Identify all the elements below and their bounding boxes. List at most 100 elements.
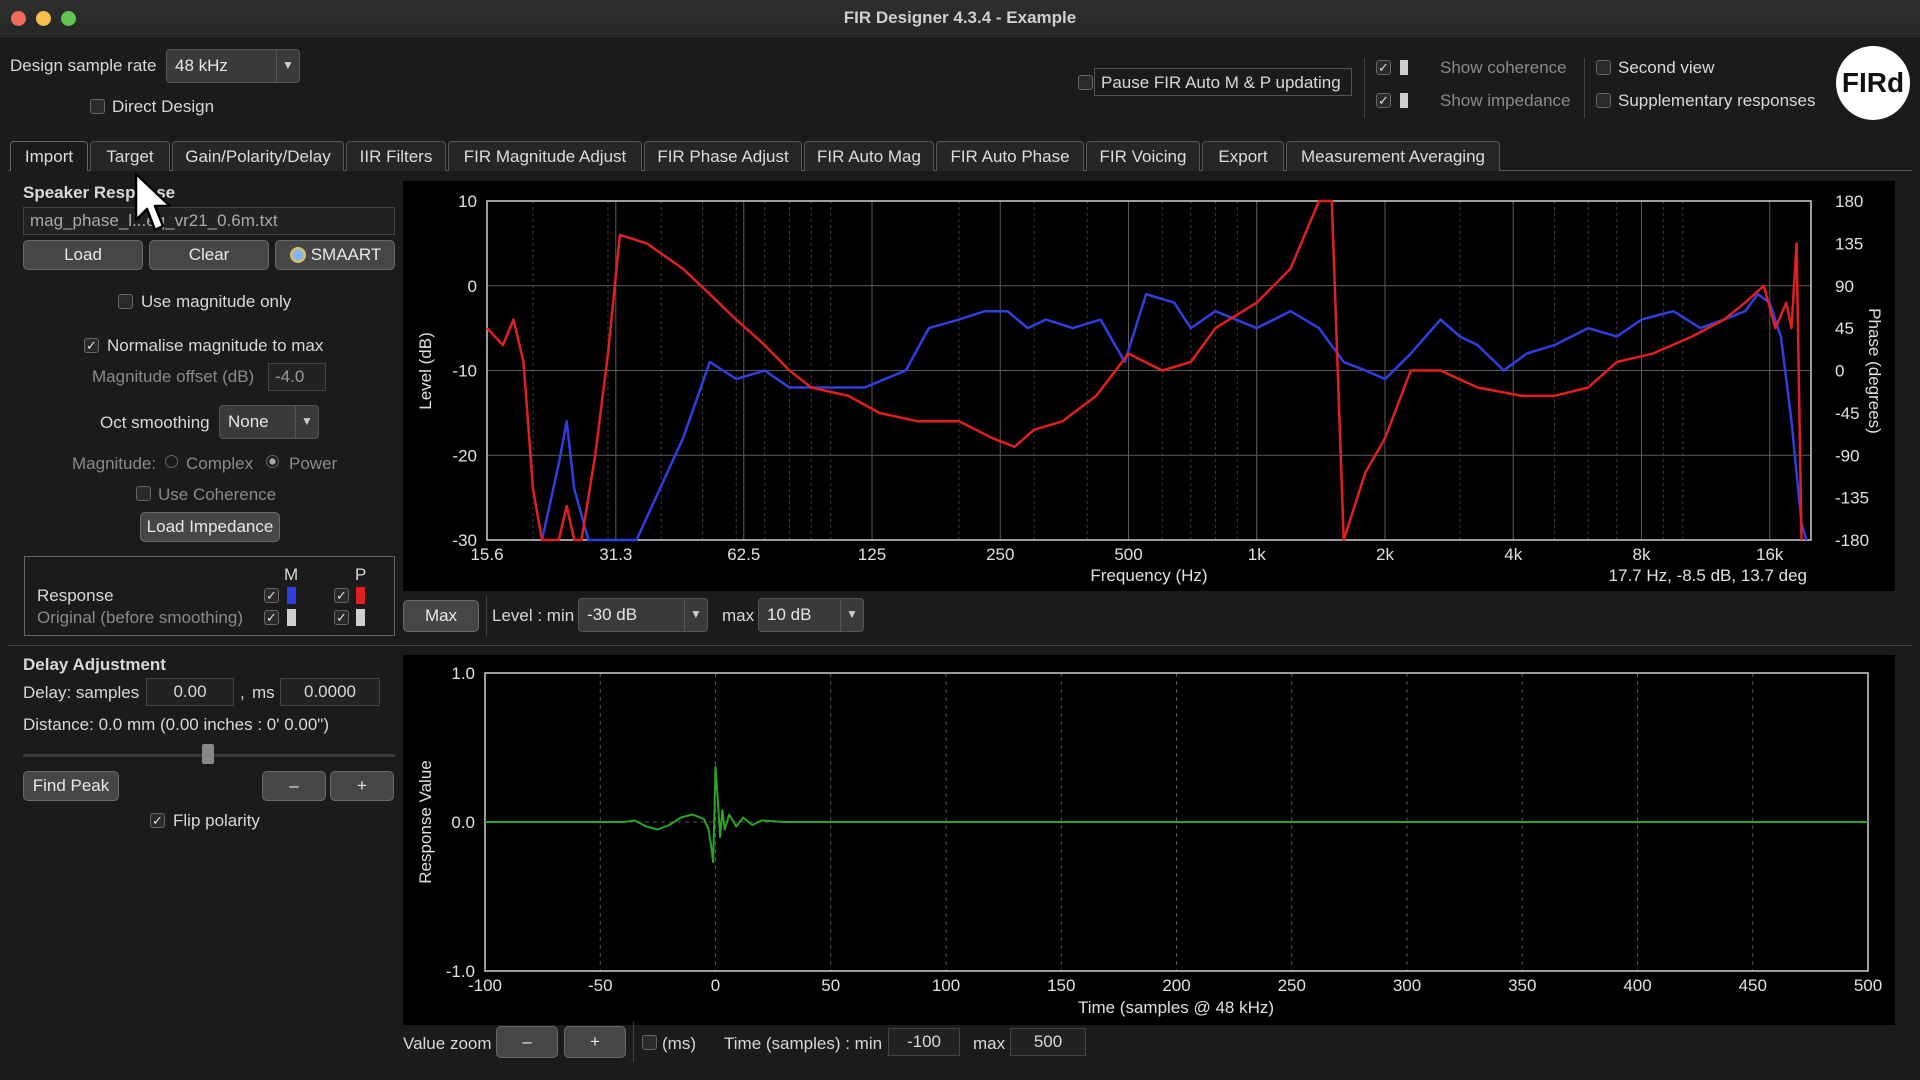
find-peak-button[interactable]: Find Peak: [23, 771, 119, 801]
magnitude-mode-label: Magnitude:: [72, 454, 157, 473]
impulse-response-chart[interactable]: -100 -50 0 50 100 150 200 250 300 350 400 450 500 1.0…: [403, 655, 1895, 1025]
frequency-grid: [486, 200, 1812, 541]
x-tick-label: 31.3: [599, 545, 632, 564]
tab-export[interactable]: Export: [1202, 141, 1284, 171]
ms-label: (ms): [662, 1034, 696, 1053]
impedance-color-swatch: [1400, 93, 1408, 108]
phase-tick-label: -135: [1835, 489, 1869, 508]
y-tick-label: 1.0: [451, 664, 475, 683]
tab-iir-filters[interactable]: IIR Filters: [346, 141, 446, 171]
close-window-button[interactable]: [11, 11, 26, 26]
level-max-label: max: [722, 606, 755, 625]
filename-field[interactable]: mag_phase_l...eq_vr21_0.6m.txt: [23, 207, 395, 235]
pause-fir-checkbox[interactable]: [1078, 75, 1093, 90]
normalise-label: Normalise magnitude to max: [107, 336, 324, 355]
delay-slider-handle[interactable]: [202, 744, 214, 764]
legend-p-header: P: [355, 565, 367, 584]
tab-fir-magnitude-adjust[interactable]: FIR Magnitude Adjust: [448, 141, 642, 171]
tab-fir-auto-mag[interactable]: FIR Auto Mag: [804, 141, 934, 171]
response-m-checkbox[interactable]: ✓: [264, 588, 279, 603]
x-tick-label: 400: [1623, 976, 1651, 995]
x-tick-label: 500: [1114, 545, 1142, 564]
magnitude-offset-field[interactable]: -4.0: [268, 363, 326, 391]
divider: [1584, 58, 1585, 118]
zoom-window-button[interactable]: [61, 11, 76, 26]
tab-import[interactable]: Import: [10, 141, 88, 171]
x-tick-label: 125: [858, 545, 886, 564]
response-legend-label: Response: [37, 586, 114, 605]
tab-measurement-averaging[interactable]: Measurement Averaging: [1286, 141, 1500, 171]
use-magnitude-only-checkbox[interactable]: [118, 294, 133, 309]
power-radio[interactable]: [266, 455, 279, 468]
tab-target[interactable]: Target: [90, 141, 170, 171]
oct-smoothing-select[interactable]: None ▼: [219, 405, 319, 439]
time-max-field[interactable]: 500: [1010, 1028, 1086, 1056]
tab-fir-voicing[interactable]: FIR Voicing: [1086, 141, 1200, 171]
tab-gain-polarity-delay[interactable]: Gain/Polarity/Delay: [172, 141, 344, 171]
response-m-swatch: [287, 587, 296, 604]
zoom-minus-button[interactable]: –: [496, 1026, 558, 1058]
time-min-label: Time (samples) : min: [724, 1034, 883, 1053]
second-view-label: Second view: [1618, 58, 1715, 77]
second-view-checkbox[interactable]: [1596, 60, 1611, 75]
show-impedance-checkbox[interactable]: ✓: [1376, 93, 1391, 108]
chevron-down-icon: ▼: [684, 599, 707, 631]
mouse-cursor-icon: [134, 172, 172, 232]
response-p-checkbox[interactable]: ✓: [334, 588, 349, 603]
time-min-field[interactable]: -100: [888, 1028, 960, 1056]
level-max-value: 10 dB: [767, 605, 812, 624]
show-coherence-checkbox[interactable]: ✓: [1376, 60, 1391, 75]
smaart-icon: [290, 247, 306, 263]
y-tick-label: -20: [452, 446, 477, 465]
x-tick-label: 350: [1508, 976, 1536, 995]
original-p-checkbox[interactable]: ✓: [334, 610, 349, 625]
use-coherence-checkbox[interactable]: [136, 486, 151, 501]
load-impedance-button[interactable]: Load Impedance: [140, 512, 280, 542]
ms-checkbox[interactable]: [642, 1035, 657, 1050]
normalise-checkbox[interactable]: ✓: [84, 338, 99, 353]
section-divider: [8, 645, 1912, 646]
y-tick-label: -1.0: [446, 962, 475, 981]
complex-radio[interactable]: [165, 455, 178, 468]
minimize-window-button[interactable]: [36, 11, 51, 26]
delay-samples-field[interactable]: 0.00: [146, 678, 234, 706]
sample-rate-select[interactable]: 48 kHz ▼: [166, 49, 300, 83]
zoom-plus-button[interactable]: +: [564, 1026, 626, 1058]
tab-fir-phase-adjust[interactable]: FIR Phase Adjust: [644, 141, 802, 171]
flip-polarity-label: Flip polarity: [173, 811, 260, 830]
delay-plus-button[interactable]: +: [330, 771, 394, 801]
flip-polarity-checkbox[interactable]: ✓: [150, 813, 165, 828]
sample-rate-label: Design sample rate: [10, 56, 157, 75]
direct-design-checkbox[interactable]: [90, 99, 105, 114]
original-m-checkbox[interactable]: ✓: [264, 610, 279, 625]
y-tick-label: -10: [452, 362, 477, 381]
logo: FIRd: [1836, 46, 1910, 120]
phase-tick-label: 45: [1835, 319, 1854, 338]
x-tick-label: 2k: [1376, 545, 1394, 564]
delay-samples-label: Delay: samples: [23, 683, 140, 702]
phase-tick-label: -45: [1835, 404, 1860, 423]
frequency-response-chart[interactable]: 15.6 31.3 62.5 125 250 500 1k 2k 4k 8k 16k 10 0 -10 -2…: [403, 181, 1895, 591]
level-min-value: -30 dB: [587, 605, 638, 624]
delay-minus-button[interactable]: –: [262, 771, 326, 801]
x-tick-label: 16k: [1756, 545, 1784, 564]
smaart-button[interactable]: SMAART: [275, 240, 395, 270]
use-magnitude-only-label: Use magnitude only: [141, 292, 292, 311]
level-max-button[interactable]: Max: [403, 600, 479, 632]
x-tick-label: 450: [1739, 976, 1767, 995]
level-max-select[interactable]: 10 dB ▼: [758, 598, 864, 632]
tab-fir-auto-phase[interactable]: FIR Auto Phase: [936, 141, 1084, 171]
window-title: FIR Designer 4.3.4 - Example: [843, 8, 1077, 27]
level-min-select[interactable]: -30 dB ▼: [578, 598, 708, 632]
pause-fir-label[interactable]: Pause FIR Auto M & P updating: [1101, 73, 1341, 92]
clear-button[interactable]: Clear: [149, 240, 269, 270]
frequency-plot-frame: [486, 200, 1812, 541]
cursor-readout: 17.7 Hz, -8.5 dB, 13.7 deg: [1609, 566, 1807, 585]
x-tick-label: 62.5: [727, 545, 760, 564]
supplementary-checkbox[interactable]: [1596, 93, 1611, 108]
divider: [1364, 58, 1365, 118]
load-button[interactable]: Load: [23, 240, 143, 270]
sample-rate-value: 48 kHz: [175, 56, 228, 75]
y-tick-label: 0: [468, 277, 477, 296]
delay-ms-field[interactable]: 0.0000: [280, 678, 380, 706]
